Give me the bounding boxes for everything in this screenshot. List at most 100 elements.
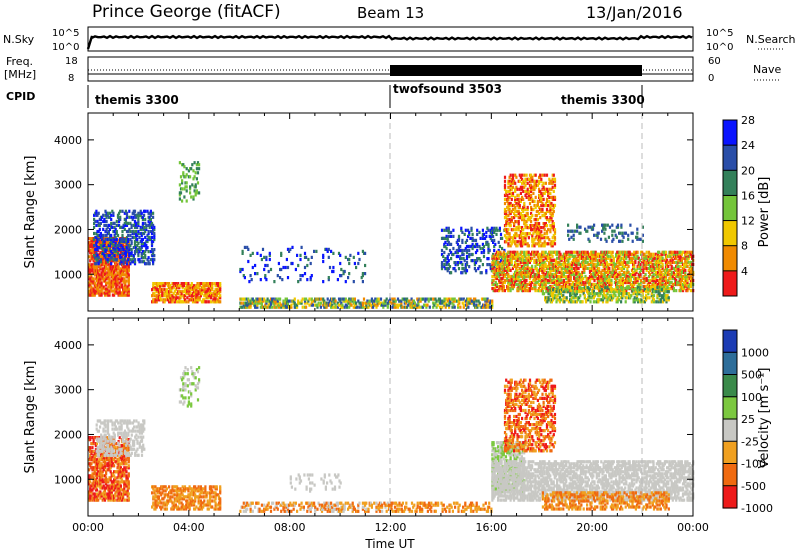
scatter-cell	[613, 257, 615, 260]
scatter-cell	[426, 304, 428, 307]
scatter-cell	[437, 304, 439, 307]
scatter-cell	[556, 257, 558, 260]
scatter-cell	[536, 180, 538, 183]
scatter-cell	[509, 196, 511, 199]
scatter-cell	[545, 290, 547, 293]
date-label: 13/Jan/2016	[586, 3, 683, 22]
scatter-cell	[457, 255, 459, 258]
scatter-cell	[498, 241, 500, 244]
nave-tick-bottom: 0	[708, 73, 714, 84]
scatter-cell	[528, 244, 530, 247]
scatter-cell	[148, 250, 150, 253]
scatter-cell	[464, 233, 466, 236]
scatter-cell	[354, 298, 356, 301]
scatter-cell	[271, 306, 273, 309]
scatter-cell	[464, 259, 466, 262]
scatter-cell	[450, 257, 452, 260]
scatter-cell	[461, 239, 463, 242]
freq-strip: Freq. [MHz] 18 8 60 0 Nave	[4, 55, 781, 84]
scatter-cell	[541, 208, 543, 211]
scatter-cell	[531, 257, 533, 260]
scatter-cell	[484, 298, 486, 301]
scatter-cell	[546, 216, 548, 219]
scatter-cell	[483, 255, 485, 258]
scatter-cell	[516, 188, 518, 191]
scatter-cell	[559, 253, 561, 256]
scatter-cell	[110, 214, 112, 217]
scatter-cell	[466, 261, 468, 264]
scatter-cell	[493, 249, 495, 252]
scatter-cell	[548, 238, 550, 241]
scatter-cell	[111, 226, 113, 229]
scatter-cell	[553, 210, 555, 213]
scatter-cell	[96, 246, 98, 249]
scatter-cell	[515, 176, 517, 179]
twofsound-nave-block	[390, 65, 642, 76]
scatter-cell	[93, 232, 95, 235]
scatter-cell	[554, 228, 556, 231]
scatter-cell	[450, 235, 452, 238]
scatter-cell	[117, 234, 119, 237]
scatter-cell	[499, 227, 501, 230]
scatter-cell	[510, 236, 512, 239]
scatter-cell	[131, 224, 133, 227]
scatter-cell	[544, 232, 546, 235]
scatter-cell	[153, 248, 155, 251]
scatter-cell	[483, 245, 485, 248]
scatter-cell	[468, 249, 470, 252]
scatter-cell	[143, 214, 145, 217]
scatter-cell	[305, 298, 307, 301]
scatter-cell	[461, 249, 463, 252]
scatter-cell	[466, 249, 468, 252]
scatter-cell	[545, 263, 547, 266]
scatter-cell	[531, 176, 533, 179]
scatter-cell	[483, 233, 485, 236]
scatter-cell	[582, 277, 584, 280]
scatter-cell	[121, 230, 123, 233]
scatter-cell	[102, 234, 104, 237]
scatter-cell	[573, 251, 575, 254]
scatter-cell	[110, 234, 112, 237]
scatter-cell	[504, 273, 506, 276]
scatter-cell	[563, 296, 565, 299]
freq-label: Freq.	[6, 55, 33, 68]
scatter-cell	[521, 214, 523, 217]
scatter-cell	[107, 258, 109, 261]
scatter-cell	[533, 259, 535, 262]
scatter-cell	[568, 286, 570, 289]
scatter-cell	[461, 231, 463, 234]
scatter-cell	[528, 251, 530, 254]
scatter-cell	[480, 237, 482, 240]
scatter-cell	[515, 226, 517, 229]
scatter-cell	[482, 229, 484, 232]
scatter-cell	[468, 231, 470, 234]
scatter-cell	[142, 238, 144, 241]
scatter-cell	[662, 257, 664, 260]
nave-label: Nave	[753, 63, 781, 76]
scatter-cell	[442, 255, 444, 258]
scatter-cell	[444, 241, 446, 244]
scatter-cell	[200, 282, 202, 285]
scatter-cell	[465, 229, 467, 232]
scatter-cell	[526, 196, 528, 199]
scatter-cell	[532, 269, 534, 272]
scatter-cell	[479, 302, 481, 305]
scatter-cell	[527, 188, 529, 191]
scatter-cell	[145, 262, 147, 265]
scatter-cell	[441, 249, 443, 252]
scatter-cell	[267, 298, 269, 301]
scatter-cell	[137, 230, 139, 233]
scatter-cell	[481, 271, 483, 274]
scatter-cell	[547, 242, 549, 245]
scatter-cell	[466, 255, 468, 258]
scatter-cell	[536, 214, 538, 217]
scatter-cell	[151, 236, 153, 239]
scatter-cell	[544, 228, 546, 231]
scatter-cell	[280, 304, 282, 307]
scatter-cell	[422, 298, 424, 301]
scatter-cell	[503, 285, 505, 288]
scatter-cell	[114, 222, 116, 225]
scatter-cell	[428, 298, 430, 301]
scatter-cell	[452, 253, 454, 256]
